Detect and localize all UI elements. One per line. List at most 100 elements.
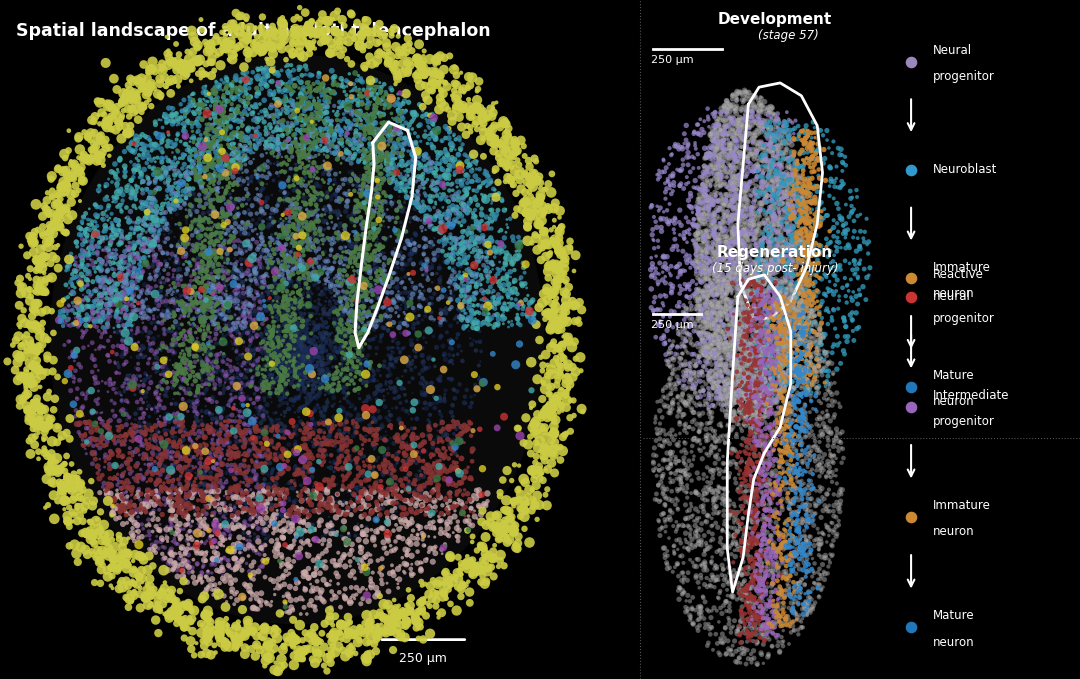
Point xyxy=(391,446,408,457)
Point xyxy=(229,114,246,125)
Point xyxy=(693,560,711,571)
Point xyxy=(793,296,810,307)
Point xyxy=(750,415,767,426)
Point xyxy=(760,202,778,213)
Point xyxy=(109,359,126,370)
Point xyxy=(730,170,747,181)
Point xyxy=(359,111,376,122)
Point xyxy=(272,409,289,420)
Point xyxy=(565,395,582,406)
Point xyxy=(198,295,215,306)
Point xyxy=(792,502,809,513)
Point xyxy=(318,401,335,412)
Point xyxy=(342,257,360,268)
Point xyxy=(349,356,366,367)
Point xyxy=(320,352,337,363)
Point xyxy=(764,435,781,446)
Point xyxy=(753,500,770,511)
Point xyxy=(283,627,300,638)
Point xyxy=(701,329,718,340)
Point xyxy=(189,42,206,53)
Point xyxy=(700,526,717,537)
Point xyxy=(286,310,303,320)
Point xyxy=(140,401,158,411)
Point xyxy=(508,188,525,199)
Point xyxy=(279,354,296,365)
Point xyxy=(671,301,688,312)
Point xyxy=(723,289,740,299)
Point xyxy=(164,181,181,192)
Point xyxy=(190,337,207,348)
Point xyxy=(217,117,234,128)
Point xyxy=(31,405,49,416)
Point xyxy=(409,520,427,531)
Point xyxy=(801,273,819,284)
Point xyxy=(168,240,186,251)
Point xyxy=(184,297,201,308)
Point xyxy=(222,376,240,387)
Point xyxy=(189,40,206,51)
Point xyxy=(256,371,273,382)
Point xyxy=(432,217,449,228)
Point xyxy=(111,577,129,588)
Point xyxy=(105,378,122,389)
Point xyxy=(164,423,181,434)
Point xyxy=(718,354,735,365)
Point xyxy=(356,485,374,496)
Point xyxy=(260,345,278,356)
Point xyxy=(727,153,744,164)
Point xyxy=(828,198,846,209)
Point xyxy=(254,239,271,250)
Point xyxy=(738,306,755,317)
Point xyxy=(180,352,198,363)
Point xyxy=(754,608,771,619)
Point xyxy=(764,359,781,369)
Point xyxy=(176,633,193,644)
Point xyxy=(434,417,451,428)
Point xyxy=(799,331,816,342)
Point xyxy=(217,212,234,223)
Point xyxy=(768,133,785,144)
Point xyxy=(252,405,269,416)
Point xyxy=(214,215,231,226)
Point xyxy=(350,294,367,305)
Point xyxy=(759,557,777,568)
Point xyxy=(297,356,314,367)
Point xyxy=(309,111,326,122)
Point xyxy=(428,126,445,136)
Point xyxy=(745,423,762,434)
Point xyxy=(320,333,337,344)
Point xyxy=(201,452,218,463)
Point xyxy=(775,350,793,361)
Point xyxy=(731,208,748,219)
Point xyxy=(742,507,759,517)
Point xyxy=(185,484,202,495)
Point xyxy=(273,375,291,386)
Point xyxy=(397,617,415,627)
Point xyxy=(350,462,367,473)
Point xyxy=(490,294,508,305)
Point xyxy=(237,313,254,324)
Point xyxy=(772,234,789,245)
Point xyxy=(272,581,289,591)
Point xyxy=(70,307,87,318)
Point xyxy=(284,354,301,365)
Point xyxy=(780,422,797,433)
Point xyxy=(810,356,827,367)
Point xyxy=(29,345,46,356)
Point xyxy=(374,467,391,478)
Point xyxy=(313,493,330,504)
Point xyxy=(134,225,151,236)
Point xyxy=(168,618,186,629)
Point xyxy=(768,414,785,425)
Point xyxy=(552,441,569,452)
Point xyxy=(752,498,769,509)
Point xyxy=(365,206,382,217)
Point xyxy=(174,304,191,314)
Point xyxy=(52,194,69,204)
Point xyxy=(787,428,805,439)
Point xyxy=(316,475,334,485)
Point xyxy=(753,385,770,396)
Point xyxy=(291,204,308,215)
Point xyxy=(754,317,771,328)
